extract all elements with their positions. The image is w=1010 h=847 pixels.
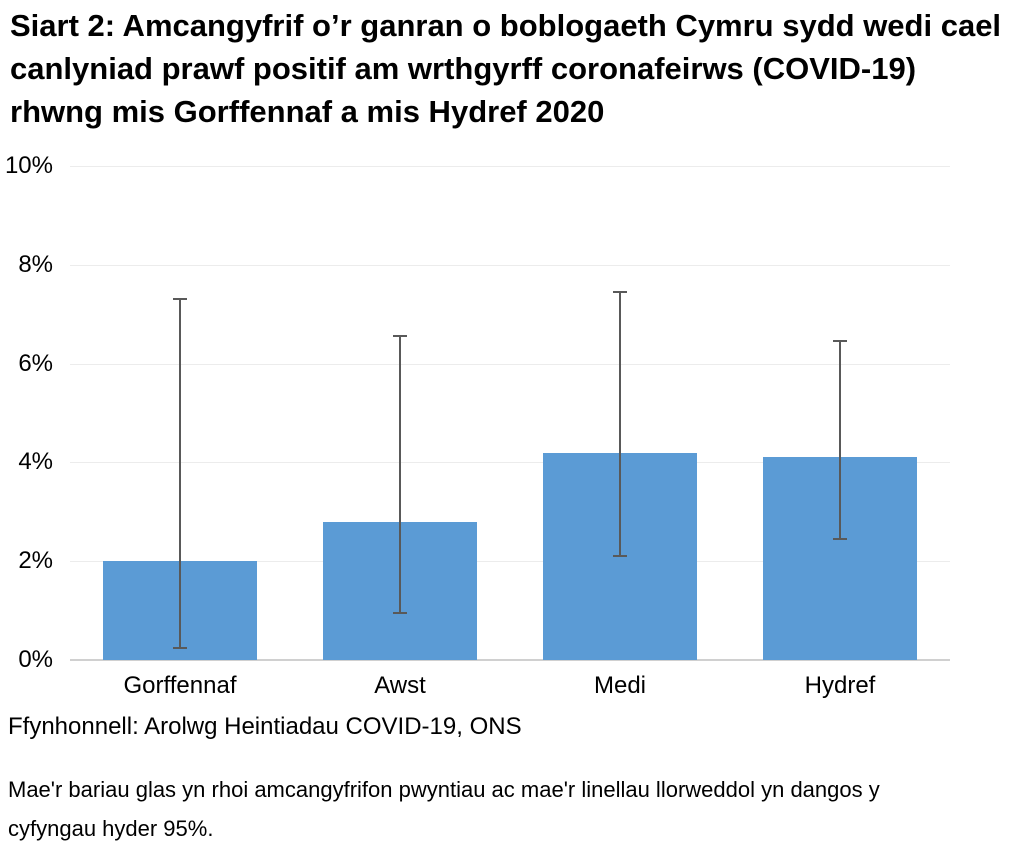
chart-title: Siart 2: Amcangyfrif o’r ganran o boblog… <box>10 8 1002 129</box>
error-bar-cap-top <box>833 340 847 343</box>
y-axis-tick-label: 6% <box>18 349 53 377</box>
gridline <box>70 166 950 167</box>
error-bar-cap-bottom <box>393 612 407 615</box>
error-bar-cap-top <box>393 335 407 338</box>
gridline <box>70 561 950 563</box>
x-axis-category-label: Hydref <box>804 672 876 699</box>
error-bar-cap-bottom <box>173 646 187 649</box>
x-axis-category-label: Gorffennaf <box>123 672 237 699</box>
x-axis-category-label: Medi <box>593 672 647 699</box>
y-axis-tick-label: 8% <box>18 250 53 278</box>
x-axis-baseline <box>70 659 950 661</box>
error-bar-line <box>399 336 401 614</box>
source-note: Ffynhonnell: Arolwg Heintiadau COVID-19,… <box>8 713 522 740</box>
y-axis-tick-label: 4% <box>18 448 53 476</box>
error-bar-cap-bottom <box>613 555 627 558</box>
y-axis-tick-label: 0% <box>18 646 53 673</box>
error-bar-line <box>839 341 841 539</box>
x-axis-category-label: Awst <box>374 672 426 699</box>
error-bar-line <box>619 291 621 557</box>
y-axis-tick-label: 2% <box>18 547 53 575</box>
gridline <box>70 264 950 266</box>
error-bar-cap-top <box>173 298 187 301</box>
error-bar-line <box>179 299 181 648</box>
footnote: Mae'r bariau glas yn rhoi amcangyfrifon … <box>8 777 880 841</box>
y-axis-tick-label: 10% <box>4 152 53 179</box>
error-bar-cap-bottom <box>833 537 847 540</box>
gridline <box>70 462 950 464</box>
error-bar-cap-top <box>613 290 627 293</box>
gridline <box>70 363 950 365</box>
